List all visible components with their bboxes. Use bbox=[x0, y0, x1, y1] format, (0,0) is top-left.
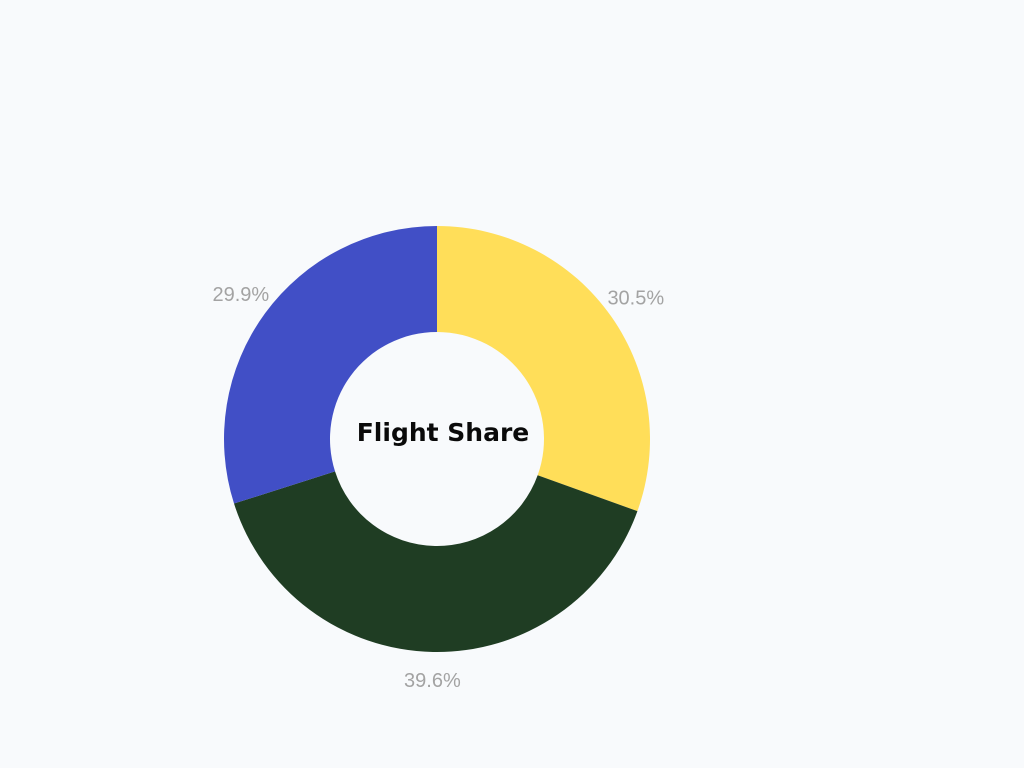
slice-percent-label: 30.5% bbox=[607, 288, 664, 310]
donut-slice bbox=[223, 226, 437, 504]
chart-title: Flight Share bbox=[357, 418, 530, 447]
slice-percent-label: 39.6% bbox=[404, 670, 461, 692]
donut-slice bbox=[234, 471, 638, 652]
donut-slice bbox=[437, 226, 650, 512]
slice-percent-label: 29.9% bbox=[212, 284, 269, 306]
slices-group bbox=[223, 226, 650, 652]
labels-group: 30.5% 39.6% 29.9% bbox=[212, 284, 664, 692]
